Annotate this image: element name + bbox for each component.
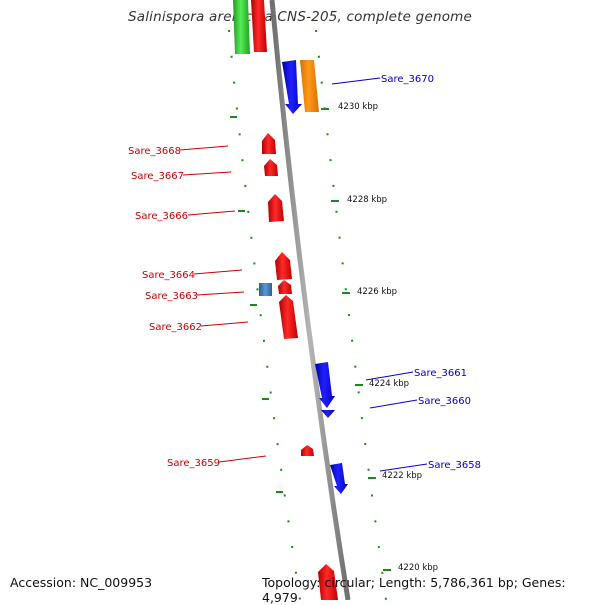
topology-text: Topology: circular; Length: 5,786,361 bp… [262,575,566,605]
gene-label-sare-3664[interactable]: Sare_3664 [142,270,195,281]
gene-sare-3667[interactable] [264,159,278,176]
tick-label: 4222 kbp [382,471,422,481]
tick-label: 4230 kbp [338,102,378,112]
gene-sare-3666[interactable] [268,194,284,222]
forward-gene-labels: Sare_3668 Sare_3667 Sare_3666 Sare_3664 … [128,145,267,469]
green-feature-top[interactable] [233,0,250,54]
gene-sare-3668[interactable] [262,133,276,154]
red-feature-bottom[interactable] [318,564,338,600]
tick-label: 4228 kbp [347,195,387,205]
map-title: Salinispora arenicola CNS-205, complete … [127,9,473,25]
inner-tick-marks [230,116,283,493]
outer-dotted-track [315,29,387,600]
gene-sare-3661[interactable] [315,362,335,408]
orange-feature[interactable] [300,60,319,112]
gene-sare-3658[interactable] [330,463,348,494]
gene-sare-3670[interactable] [282,60,302,114]
reverse-gene-labels: Sare_3670 Sare_3661 Sare_3660 Sare_3658 [331,74,481,472]
gene-label-sare-3662[interactable]: Sare_3662 [149,322,202,333]
tick-label: 4226 kbp [357,287,397,297]
gene-label-sare-3660[interactable]: Sare_3660 [418,396,471,407]
gene-label-sare-3670[interactable]: Sare_3670 [381,74,434,85]
gene-sare-3660[interactable] [321,410,335,418]
gene-sare-3659[interactable] [301,445,314,456]
gene-sare-3663[interactable] [278,280,292,294]
gene-label-sare-3667[interactable]: Sare_3667 [131,171,184,182]
gene-sare-3664[interactable] [275,252,292,280]
steel-blue-feature[interactable] [259,283,272,296]
gene-label-sare-3658[interactable]: Sare_3658 [428,460,481,471]
tick-label: 4220 kbp [398,563,438,573]
gene-label-sare-3661[interactable]: Sare_3661 [414,368,467,379]
gene-label-sare-3668[interactable]: Sare_3668 [128,146,181,157]
tick-label: 4224 kbp [369,379,409,389]
tick-labels: 4230 kbp 4228 kbp 4226 kbp 4224 kbp 4222… [338,102,438,573]
gene-label-sare-3663[interactable]: Sare_3663 [145,291,198,302]
gene-label-sare-3659[interactable]: Sare_3659 [167,458,220,469]
gene-label-sare-3666[interactable]: Sare_3666 [135,211,188,222]
red-feature-top[interactable] [251,0,267,52]
gene-sare-3662[interactable] [279,295,298,339]
accession-text: Accession: NC_009953 [10,575,153,590]
outer-tick-marks [321,108,391,571]
genome-backbone [269,0,351,600]
